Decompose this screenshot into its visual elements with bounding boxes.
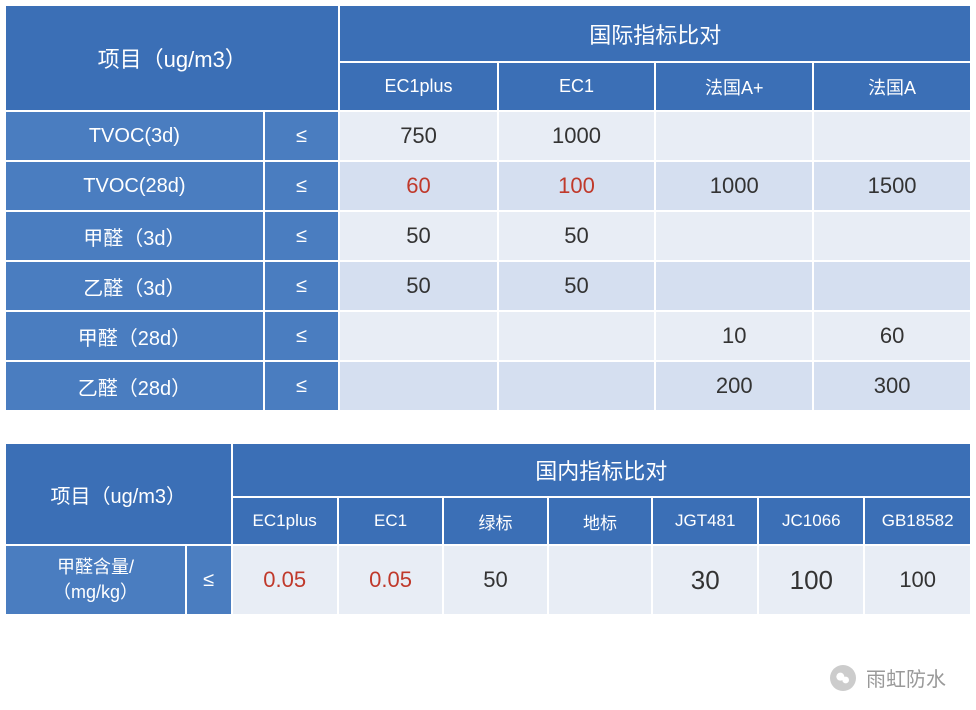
row-label: 甲醛（28d） xyxy=(6,312,263,360)
row-operator: ≤ xyxy=(265,312,339,360)
row-operator: ≤ xyxy=(265,112,339,160)
table1-col-header: 法国A xyxy=(814,63,970,110)
row-operator: ≤ xyxy=(187,546,231,614)
table-row: 甲醛（28d）≤1060 xyxy=(6,312,970,360)
row-label: TVOC(3d) xyxy=(6,112,263,160)
data-cell: 50 xyxy=(340,212,496,260)
data-cell xyxy=(499,312,655,360)
table2-col-header: JC1066 xyxy=(759,498,863,544)
data-cell xyxy=(656,262,812,310)
row-label: TVOC(28d) xyxy=(6,162,263,210)
data-cell xyxy=(340,362,496,410)
data-cell: 50 xyxy=(444,546,547,614)
table-row: 乙醛（28d）≤200300 xyxy=(6,362,970,410)
table2-col-header: EC1 xyxy=(339,498,442,544)
data-cell xyxy=(499,362,655,410)
data-cell: 0.05 xyxy=(339,546,442,614)
domestic-comparison-table: 项目（ug/m3） 国内指标比对 EC1plusEC1绿标地标JGT481JC1… xyxy=(4,442,972,616)
table2-col-header: JGT481 xyxy=(653,498,757,544)
table1-group-header: 国际指标比对 xyxy=(340,6,970,61)
data-cell: 60 xyxy=(340,162,496,210)
data-cell xyxy=(549,546,651,614)
wechat-icon xyxy=(830,665,856,691)
data-cell: 30 xyxy=(653,546,757,614)
data-cell: 1500 xyxy=(814,162,970,210)
watermark-text: 雨虹防水 xyxy=(866,663,946,692)
data-cell xyxy=(656,112,812,160)
table-row: 甲醛含量/（mg/kg）≤0.050.055030100100 xyxy=(6,546,970,614)
data-cell: 50 xyxy=(499,262,655,310)
table1-corner-header: 项目（ug/m3） xyxy=(6,6,338,110)
row-operator: ≤ xyxy=(265,212,339,260)
data-cell xyxy=(340,312,496,360)
table2-col-header: 地标 xyxy=(549,498,651,544)
data-cell: 200 xyxy=(656,362,812,410)
table1-col-header: 法国A+ xyxy=(656,63,812,110)
table-row: TVOC(28d)≤6010010001500 xyxy=(6,162,970,210)
table-row: 乙醛（3d）≤5050 xyxy=(6,262,970,310)
row-operator: ≤ xyxy=(265,162,339,210)
table2-col-header: EC1plus xyxy=(233,498,337,544)
row-label: 乙醛（3d） xyxy=(6,262,263,310)
table-row: 甲醛（3d）≤5050 xyxy=(6,212,970,260)
data-cell: 100 xyxy=(865,546,970,614)
row-label: 甲醛（3d） xyxy=(6,212,263,260)
data-cell xyxy=(814,262,970,310)
data-cell: 300 xyxy=(814,362,970,410)
data-cell: 1000 xyxy=(656,162,812,210)
watermark: 雨虹防水 xyxy=(830,663,946,692)
data-cell: 50 xyxy=(499,212,655,260)
data-cell: 750 xyxy=(340,112,496,160)
table2-col-header: GB18582 xyxy=(865,498,970,544)
data-cell: 0.05 xyxy=(233,546,337,614)
data-cell xyxy=(656,212,812,260)
data-cell: 10 xyxy=(656,312,812,360)
table1-col-header: EC1plus xyxy=(340,63,496,110)
data-cell: 100 xyxy=(759,546,863,614)
data-cell: 1000 xyxy=(499,112,655,160)
table2-group-header: 国内指标比对 xyxy=(233,444,970,496)
table1-col-header: EC1 xyxy=(499,63,655,110)
data-cell: 60 xyxy=(814,312,970,360)
table-row: TVOC(3d)≤7501000 xyxy=(6,112,970,160)
data-cell: 50 xyxy=(340,262,496,310)
international-comparison-table: 项目（ug/m3） 国际指标比对 EC1plusEC1法国A+法国A TVOC(… xyxy=(4,4,972,412)
data-cell xyxy=(814,112,970,160)
data-cell xyxy=(814,212,970,260)
table2-col-header: 绿标 xyxy=(444,498,547,544)
row-operator: ≤ xyxy=(265,362,339,410)
row-operator: ≤ xyxy=(265,262,339,310)
data-cell: 100 xyxy=(499,162,655,210)
table2-corner-header: 项目（ug/m3） xyxy=(6,444,231,544)
row-label: 甲醛含量/（mg/kg） xyxy=(6,546,185,614)
row-label: 乙醛（28d） xyxy=(6,362,263,410)
